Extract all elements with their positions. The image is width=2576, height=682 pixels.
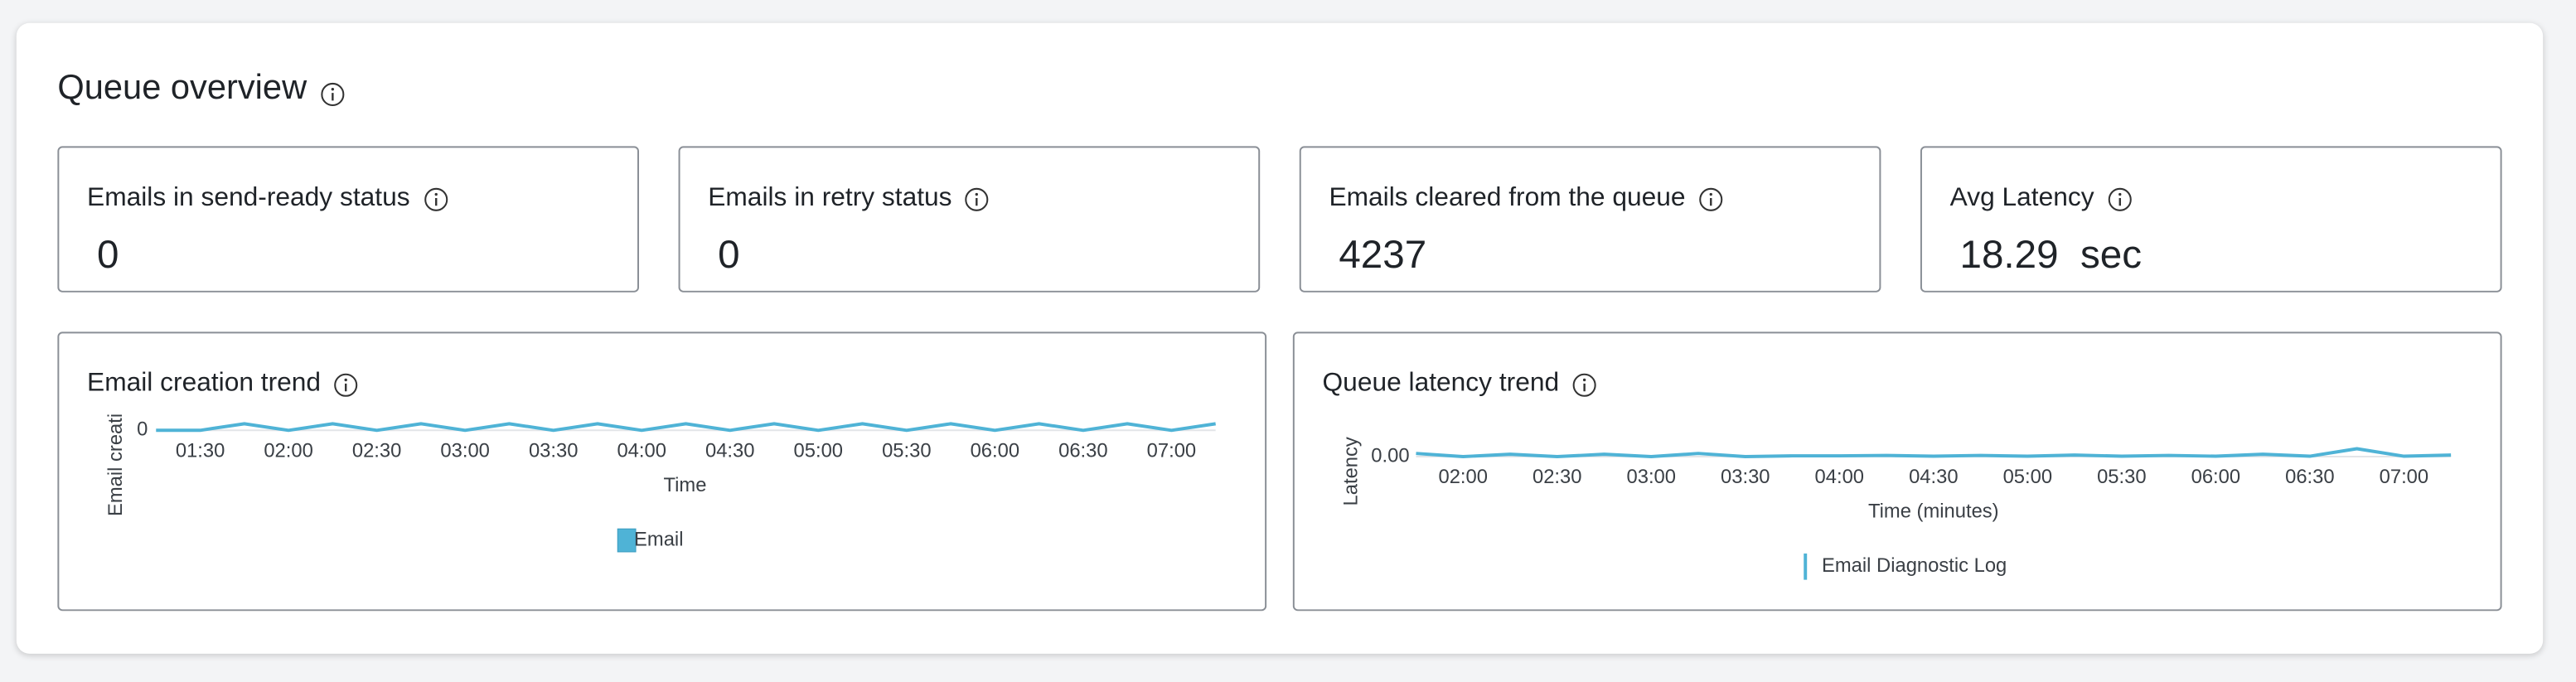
y-axis-label: Latency — [1339, 437, 1362, 505]
x-tick-label: 07:00 — [1147, 439, 1196, 462]
y-tick-label: 0 — [137, 418, 148, 441]
chart-card: Email creation trend — [57, 331, 1267, 612]
value-unit: sec — [2080, 233, 2143, 278]
x-tick-label: 05:30 — [2097, 466, 2146, 488]
legend-label: Email Diagnostic Log — [1822, 554, 2007, 577]
x-tick-label: 04:00 — [617, 439, 666, 462]
legend-label: Email — [634, 528, 683, 550]
stat-label: Avg Latency — [1949, 183, 2094, 212]
info-glyph — [966, 186, 990, 210]
x-tick-label: 02:00 — [264, 439, 312, 462]
data-line — [1416, 447, 2452, 458]
stat-card: Avg Latency 18.29 sec — [1920, 146, 2502, 293]
stat-label: Emails in retry status — [708, 183, 952, 212]
x-tick-label: 03:00 — [440, 439, 489, 462]
stat-value: 18.29 sec — [1960, 233, 2143, 278]
value-number: 18.29 — [1959, 233, 2059, 278]
x-tick-label: 04:00 — [1815, 466, 1864, 488]
info-glyph — [1572, 372, 1596, 396]
info-glyph — [1699, 186, 1723, 210]
x-tick-label: 05:30 — [882, 439, 931, 462]
chart-title: Email creation trend — [87, 369, 322, 398]
legend-swatch — [617, 528, 637, 553]
stat-label: Emails in send-ready status — [87, 183, 410, 212]
x-axis-label: Time (minutes) — [1868, 501, 1999, 523]
stat-label: Emails cleared from the queue — [1329, 183, 1686, 212]
data-line — [156, 422, 1216, 433]
stat-value: 4237 — [1339, 233, 1427, 278]
x-tick-label: 02:30 — [1533, 466, 1581, 488]
info-icon[interactable] — [320, 76, 345, 106]
x-tick-label: 02:00 — [1438, 466, 1487, 488]
info-icon[interactable] — [1572, 372, 1597, 397]
x-tick-label: 03:30 — [1721, 466, 1770, 488]
x-tick-label: 05:00 — [2003, 466, 2052, 488]
stat-value: 0 — [96, 233, 119, 278]
info-icon[interactable] — [965, 186, 990, 211]
y-tick-label: 0.00 — [1371, 444, 1409, 467]
x-tick-label: 04:30 — [705, 439, 754, 462]
x-tick-label: 03:00 — [1627, 466, 1676, 488]
info-glyph — [320, 81, 344, 106]
x-tick-label: 06:00 — [2191, 466, 2240, 488]
title-text: Queue overview — [57, 69, 307, 107]
x-tick-label: 06:30 — [1058, 439, 1107, 462]
info-icon[interactable] — [1698, 186, 1723, 211]
info-icon[interactable] — [423, 186, 448, 211]
page-title: Queue overview — [57, 69, 344, 109]
chart-title: Queue latency trend — [1322, 369, 1560, 398]
x-tick-label: 01:30 — [176, 439, 225, 462]
stat-value: 0 — [718, 233, 740, 278]
x-tick-label: 03:30 — [529, 439, 578, 462]
info-icon[interactable] — [334, 372, 359, 397]
info-glyph — [424, 186, 448, 210]
info-icon[interactable] — [2107, 186, 2132, 211]
x-tick-label: 05:00 — [794, 439, 843, 462]
x-axis-label: Time — [664, 474, 707, 496]
y-axis-label: Email creati — [104, 414, 127, 516]
chart-card: Queue latency trend — [1292, 331, 2502, 612]
stat-card: Emails in retry status 0 — [678, 146, 1261, 293]
x-tick-label: 02:30 — [352, 439, 401, 462]
x-tick-label: 07:00 — [2380, 466, 2428, 488]
x-tick-label: 06:00 — [971, 439, 1019, 462]
info-glyph — [2108, 186, 2132, 210]
info-glyph — [334, 372, 358, 396]
stat-card: Emails in send-ready status 0 — [57, 146, 639, 293]
x-tick-label: 06:30 — [2285, 466, 2334, 488]
x-tick-label: 04:30 — [1909, 466, 1958, 488]
stat-card: Emails cleared from the queue 4237 — [1299, 146, 1881, 293]
